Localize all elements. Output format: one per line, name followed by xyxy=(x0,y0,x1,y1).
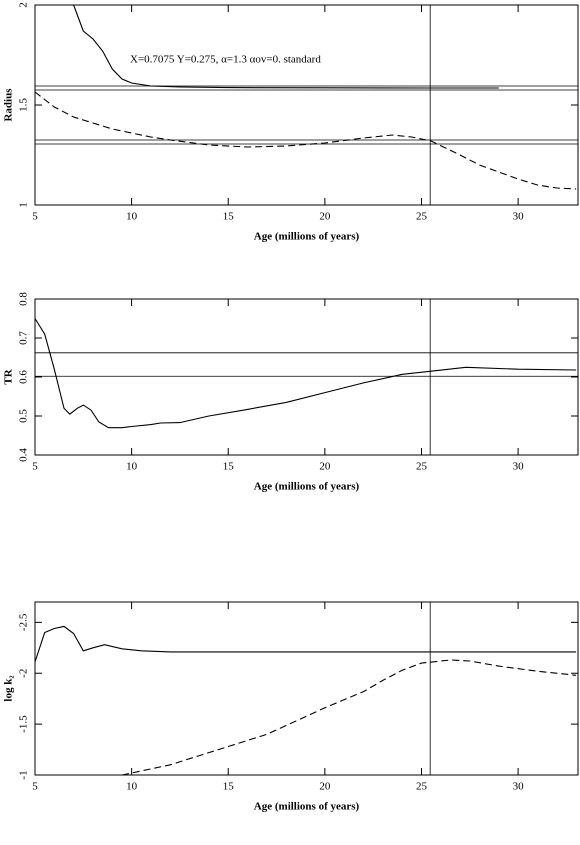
data-line xyxy=(34,625,577,663)
plot-frame xyxy=(34,601,579,776)
x-axis-label: Age (millions of years) xyxy=(254,481,360,493)
x-tick-label: 25 xyxy=(416,781,428,793)
y-axis-label: Radius xyxy=(3,88,15,122)
x-axis-label: Age (millions of years) xyxy=(254,801,360,813)
x-tick-label: 30 xyxy=(513,461,525,473)
y-tick-label: 1.5 xyxy=(18,98,30,112)
y-axis-label: log k₂ xyxy=(3,675,15,702)
x-tick-label: 25 xyxy=(416,461,428,473)
x-tick-label: 20 xyxy=(319,781,331,793)
x-tick-label: 25 xyxy=(416,211,428,223)
x-tick-label: 10 xyxy=(126,461,138,473)
y-tick-label: 0.7 xyxy=(18,331,30,345)
x-tick-label: 15 xyxy=(223,781,235,793)
y-tick-label: -1.5 xyxy=(18,715,30,733)
y-tick-label: 1 xyxy=(18,202,30,208)
y-axis-label: TR xyxy=(3,368,15,384)
annotation: X=0.7075 Y=0.275, α=1.3 αov=0. standard xyxy=(130,54,321,66)
data-line xyxy=(121,659,577,776)
y-tick-label: 0.8 xyxy=(18,292,30,306)
x-tick-label: 5 xyxy=(32,211,38,223)
x-tick-label: 5 xyxy=(32,781,38,793)
x-axis-label: Age (millions of years) xyxy=(254,231,360,243)
x-tick-label: 20 xyxy=(319,461,331,473)
y-tick-label: -2 xyxy=(18,669,30,678)
plot-frame xyxy=(34,4,579,206)
y-tick-label: 0.5 xyxy=(18,409,30,423)
x-tick-label: 10 xyxy=(126,211,138,223)
x-tick-label: 30 xyxy=(513,211,525,223)
x-tick-label: 15 xyxy=(223,211,235,223)
y-tick-label: -1 xyxy=(18,770,30,779)
x-tick-label: 10 xyxy=(126,781,138,793)
plot-frame xyxy=(34,298,579,456)
y-tick-label: 0.4 xyxy=(18,448,30,462)
y-tick-label: 2 xyxy=(18,2,30,8)
y-tick-label: 0.6 xyxy=(18,370,30,384)
y-tick-label: -2.5 xyxy=(18,613,30,631)
data-line xyxy=(73,4,499,89)
x-tick-label: 5 xyxy=(32,461,38,473)
x-tick-label: 30 xyxy=(513,781,525,793)
data-line xyxy=(34,318,577,429)
x-tick-label: 20 xyxy=(319,211,331,223)
x-tick-label: 15 xyxy=(223,461,235,473)
data-line xyxy=(34,91,577,190)
